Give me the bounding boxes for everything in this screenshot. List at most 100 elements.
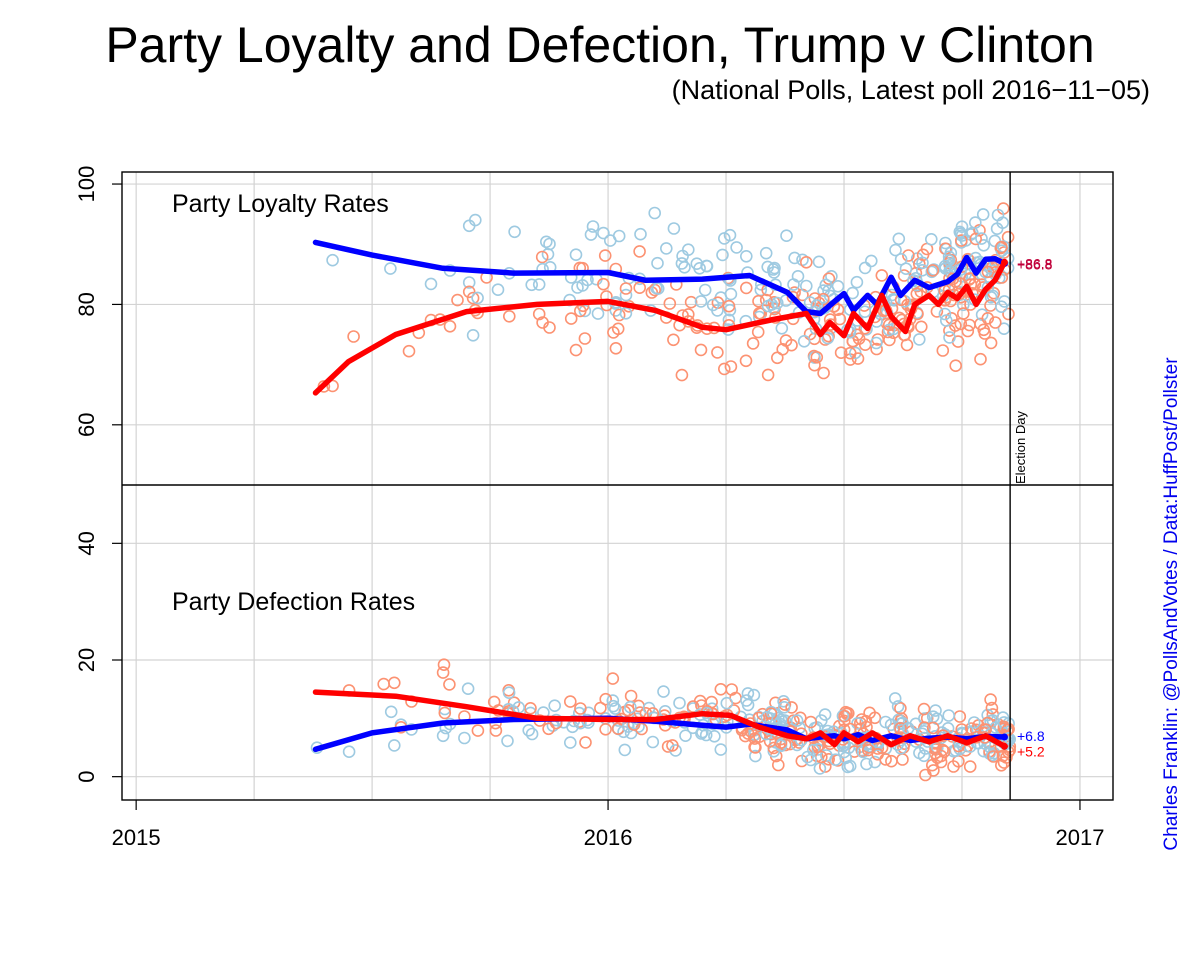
dem-poll-point <box>820 749 833 762</box>
dem-poll-point <box>977 239 991 252</box>
dem-poll-point <box>821 331 835 345</box>
rep-poll-point <box>569 343 583 357</box>
x-tick-label: 2017 <box>1055 825 1104 850</box>
dem-end-dot <box>1000 733 1008 741</box>
rep-poll-point <box>761 368 775 382</box>
dem-poll-point <box>532 278 546 291</box>
rep-poll-point <box>684 295 698 309</box>
rep-poll-point <box>711 346 724 359</box>
rep-poll-point <box>808 358 821 372</box>
dem-poll-point <box>864 254 878 268</box>
rep-poll-point <box>502 309 516 323</box>
rep-poll-point <box>900 338 914 352</box>
rep-poll-point <box>981 265 995 279</box>
y-tick-label: 0 <box>74 771 99 783</box>
rep-poll-point <box>925 758 939 772</box>
y-tick-label: 40 <box>74 531 99 555</box>
dem-poll-point <box>694 295 708 308</box>
dem-poll-point <box>326 253 339 267</box>
rep-poll-point <box>785 701 798 714</box>
rep-poll-point <box>597 277 610 291</box>
dem-poll-point <box>917 749 931 763</box>
rep-poll-point <box>594 701 607 715</box>
rep-poll-point <box>882 318 896 332</box>
dem-poll-point <box>759 246 773 260</box>
rep-poll-point <box>981 311 995 325</box>
dem-poll-point <box>788 251 801 265</box>
dem-poll-point <box>619 288 633 302</box>
dem-poll-point <box>424 277 438 291</box>
dem-poll-point <box>780 229 793 242</box>
rep-poll-point <box>879 753 892 766</box>
dem-end-label: +86.8 <box>1017 255 1053 271</box>
dem-poll-point <box>943 331 956 344</box>
rep-poll-point <box>850 328 864 342</box>
dem-poll-point <box>944 246 958 260</box>
dem-poll-point <box>471 291 484 305</box>
dem-poll-point <box>956 298 970 312</box>
rep-poll-point <box>902 249 915 262</box>
rep-poll-point <box>834 346 848 360</box>
dem-poll-point <box>981 281 995 294</box>
rep-poll-point <box>436 666 450 679</box>
dem-poll-point <box>539 235 553 249</box>
rep-poll-point <box>995 240 1008 254</box>
rep-poll-point <box>524 701 537 715</box>
dem-poll-point <box>678 260 691 274</box>
rep-poll-point <box>749 741 762 754</box>
dem-trend-line <box>312 239 1008 317</box>
dem-poll-point <box>342 745 356 759</box>
dem-end-label: +6.8 <box>1017 728 1045 744</box>
plot-frame <box>112 171 1114 810</box>
rep-poll-point <box>1000 751 1013 764</box>
rep-poll-point <box>875 269 889 282</box>
dem-poll-point <box>563 736 577 749</box>
dem-poll-point <box>673 696 686 710</box>
rep-poll-point <box>949 359 963 373</box>
dem-poll-point <box>623 700 637 714</box>
dem-poll-point <box>991 208 1005 222</box>
rep-poll-point <box>612 308 626 322</box>
rep-poll-point <box>816 292 830 306</box>
rep-poll-point <box>997 720 1011 734</box>
rep-poll-point <box>978 327 992 340</box>
rep-poll-point <box>984 336 998 350</box>
rep-poll-point <box>963 760 977 773</box>
rep-poll-point <box>963 272 977 285</box>
dem-poll-point <box>584 228 598 241</box>
y-tick-label: 20 <box>74 648 99 672</box>
dem-poll-point <box>811 743 825 756</box>
dem-poll-point <box>879 715 892 729</box>
rep-poll-point <box>926 264 940 277</box>
dem-poll-point <box>693 261 706 275</box>
rep-poll-point <box>578 332 592 345</box>
x-tick-label: 2016 <box>584 825 633 850</box>
rep-end-label: +86.8 <box>1017 256 1053 272</box>
dem-poll-point <box>569 248 583 261</box>
rep-poll-point <box>861 743 875 757</box>
rep-poll-point <box>536 316 549 329</box>
dem-poll-point <box>741 698 755 712</box>
rep-end-dot <box>1000 742 1008 750</box>
dem-poll-point <box>891 700 905 713</box>
dem-poll-point <box>619 306 633 320</box>
dem-poll-point <box>679 729 692 743</box>
rep-poll-point <box>894 721 907 735</box>
dem-poll-point <box>387 739 401 752</box>
rep-poll-point <box>574 702 587 715</box>
dem-poll-point <box>942 709 956 722</box>
dem-poll-point <box>766 263 780 276</box>
dem-poll-point <box>730 241 743 254</box>
dem-poll-point <box>461 682 475 696</box>
dem-poll-point <box>825 269 838 283</box>
dem-poll-point <box>700 259 714 273</box>
dem-poll-point <box>779 294 793 307</box>
dem-poll-point <box>799 279 813 293</box>
dem-poll-point <box>716 248 729 262</box>
rep-poll-point <box>953 710 967 723</box>
rep-poll-point <box>694 343 708 357</box>
dem-poll-point <box>667 222 681 235</box>
dem-poll-point <box>724 287 738 301</box>
dem-poll-point <box>618 743 632 757</box>
dem-poll-point <box>916 256 929 270</box>
